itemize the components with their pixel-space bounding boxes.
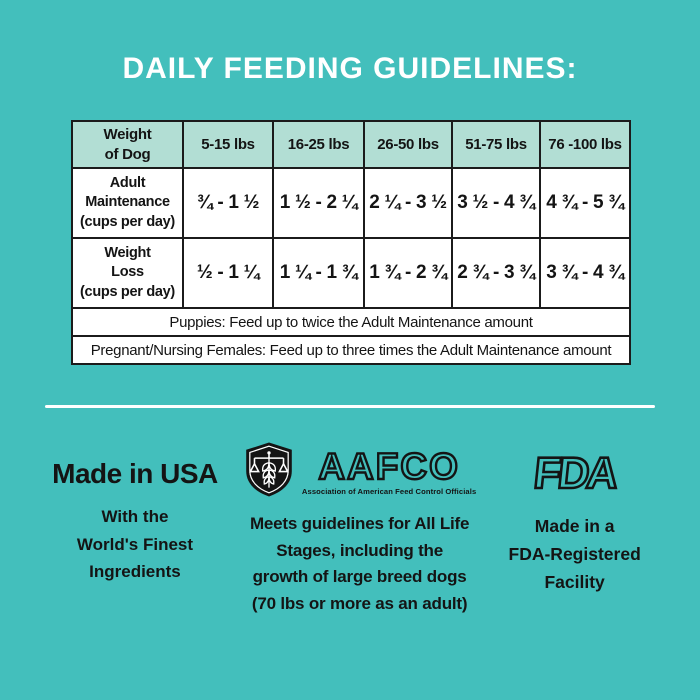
feeding-guidelines-table: Weight of Dog 5-15 lbs 16-25 lbs 26-50 l… [71,120,631,365]
horizontal-divider [45,405,655,408]
header-cell-16-25: 16-25 lbs [272,120,365,169]
table-row-weight-loss: Weight Loss (cups per day) ½ - 1 ¼ 1 ¼ -… [71,237,631,309]
made-in-usa-block: Made in USA With the World's Finest Ingr… [38,442,232,618]
value-cell: 4 ¾ - 5 ¾ [539,167,631,239]
value-cell: 3 ½ - 4 ¾ [451,167,541,239]
aafco-logo: AAFCO Association of American Feed Contr… [232,442,487,502]
note-pregnant-nursing: Pregnant/Nursing Females: Feed up to thr… [71,335,631,365]
value-cell: 2 ¼ - 3 ½ [363,167,453,239]
table-note-row-puppies: Puppies: Feed up to twice the Adult Main… [71,307,631,337]
table-row-adult-maintenance: Adult Maintenance (cups per day) ¾ - 1 ½… [71,167,631,239]
value-cell: 3 ¾ - 4 ¾ [539,237,631,309]
page-title: DAILY FEEDING GUIDELINES: [122,52,578,85]
header-cell-5-15: 5-15 lbs [182,120,274,169]
header-cell-weight-of-dog: Weight of Dog [71,120,184,169]
made-in-usa-title: Made in USA [52,458,218,489]
header-cell-76-100: 76 -100 lbs [539,120,631,169]
fda-block: FDA Made in a FDA-Registered Facility [487,442,662,618]
aafco-shield-icon [243,441,295,503]
value-cell: 1 ½ - 2 ¼ [272,167,365,239]
table-header-row: Weight of Dog 5-15 lbs 16-25 lbs 26-50 l… [71,120,631,169]
fda-logo-text: FDA [530,448,619,500]
header-cell-51-75: 51-75 lbs [451,120,541,169]
header-cell-26-50: 26-50 lbs [363,120,453,169]
row-label-adult-maintenance: Adult Maintenance (cups per day) [71,167,184,239]
aafco-logo-text: AAFCO [317,446,460,487]
aafco-description: Meets guidelines for All Life Stages, in… [249,514,470,614]
aafco-logo-subtext: Association of American Feed Control Off… [301,487,477,496]
note-puppies: Puppies: Feed up to twice the Adult Main… [71,307,631,337]
value-cell: 2 ¾ - 3 ¾ [451,237,541,309]
value-cell: 1 ¾ - 2 ¾ [363,237,453,309]
made-in-usa-subtitle: With the World's Finest Ingredients [76,507,194,582]
footer: Made in USA With the World's Finest Ingr… [0,442,700,618]
value-cell: ¾ - 1 ½ [182,167,274,239]
aafco-block: AAFCO Association of American Feed Contr… [232,442,487,618]
row-label-weight-loss: Weight Loss (cups per day) [71,237,184,309]
value-cell: ½ - 1 ¼ [182,237,274,309]
fda-description: Made in a FDA-Registered Facility [508,516,641,592]
value-cell: 1 ¼ - 1 ¾ [272,237,365,309]
table-note-row-pregnant: Pregnant/Nursing Females: Feed up to thr… [71,335,631,365]
